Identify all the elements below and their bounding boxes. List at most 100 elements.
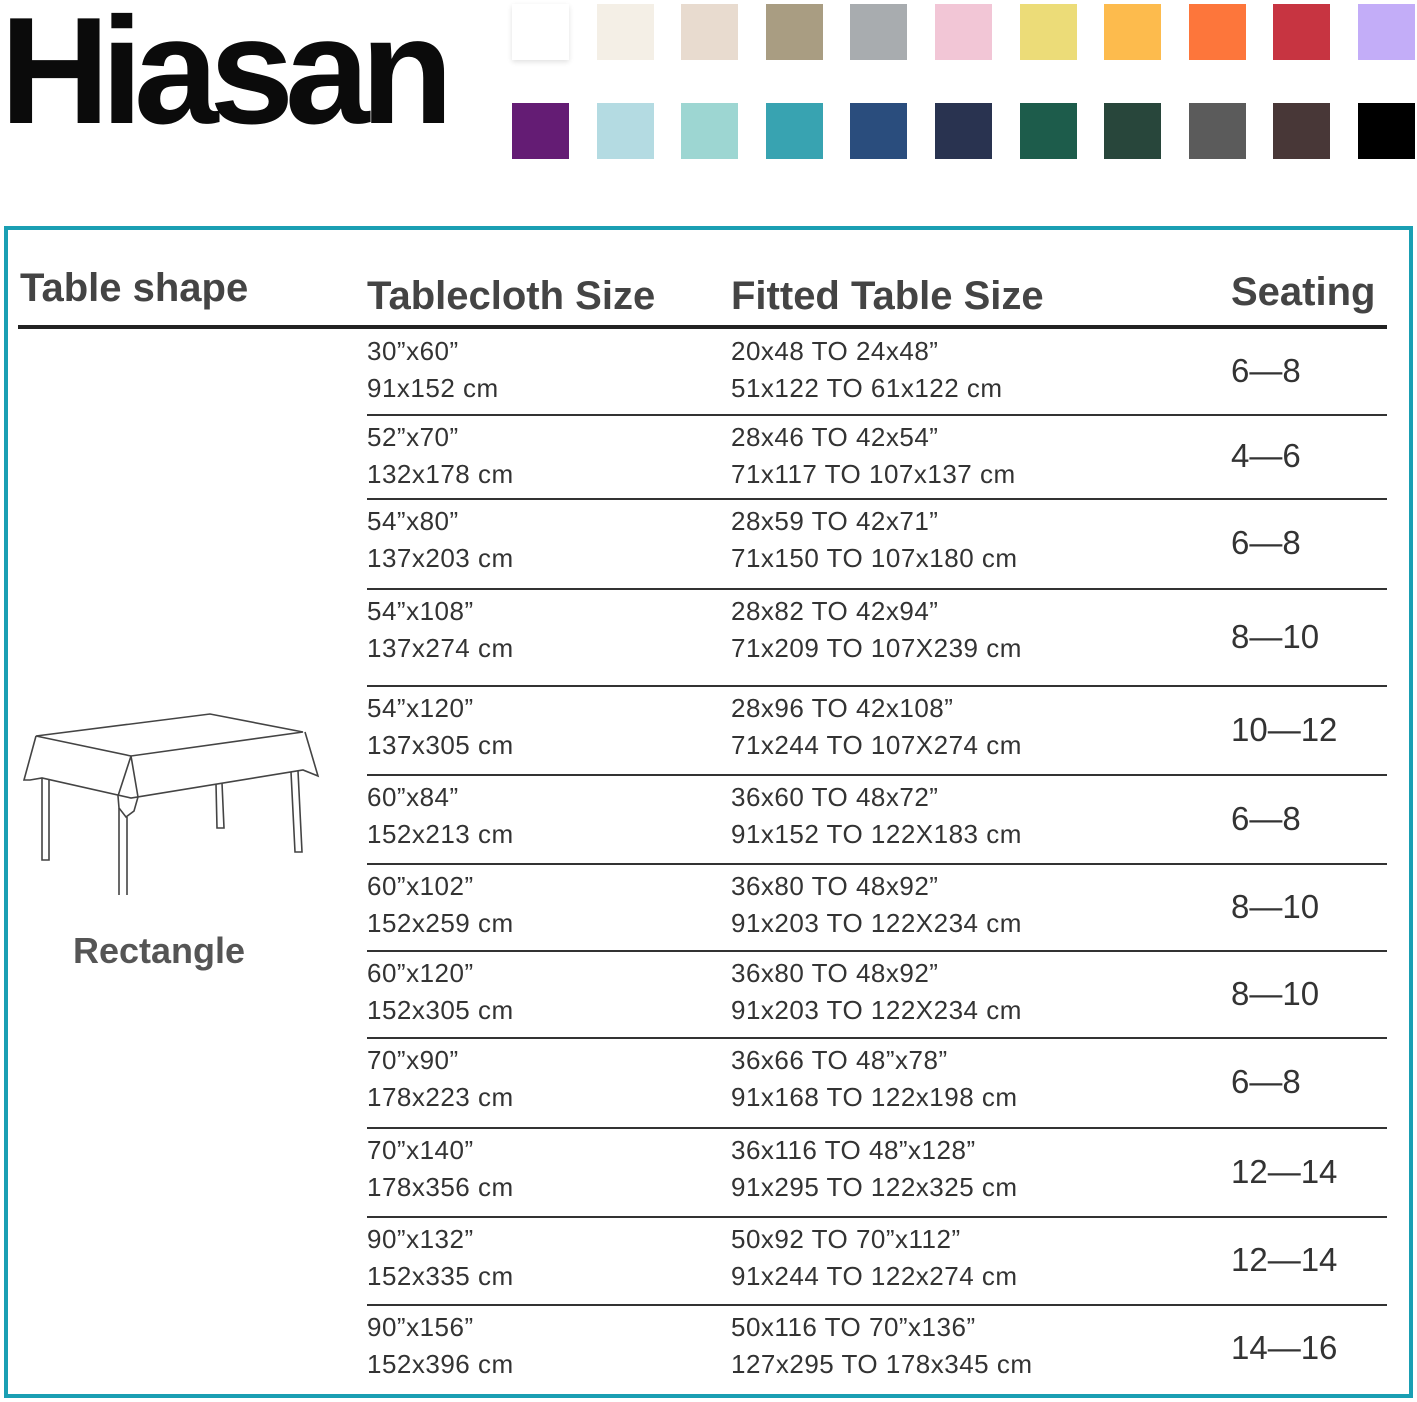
fitted-inches: 36x80 TO 48x92” xyxy=(731,958,939,988)
fitted-inches: 36x80 TO 48x92” xyxy=(731,871,939,901)
header-tablecloth-size: Tablecloth Size xyxy=(367,274,656,318)
seating-value: 10—12 xyxy=(1231,710,1338,748)
color-swatch[interactable] xyxy=(1358,4,1415,60)
fitted-inches: 28x46 TO 42x54” xyxy=(731,422,939,452)
fitted-cm: 51x122 TO 61x122 cm xyxy=(731,373,1003,403)
color-swatch[interactable] xyxy=(1019,4,1077,60)
table-row: 60”x102” 152x259 cm 36x80 TO 48x92” 91x2… xyxy=(0,864,1417,952)
tablecloth-inches: 60”x84” xyxy=(367,782,459,812)
table-row: 70”x140” 178x356 cm 36x116 TO 48”x128” 9… xyxy=(0,1128,1417,1218)
fitted-cm: 71x117 TO 107x137 cm xyxy=(731,459,1016,489)
color-swatch[interactable] xyxy=(935,4,992,60)
fitted-inches: 28x82 TO 42x94” xyxy=(731,596,939,626)
row-divider xyxy=(367,863,1387,865)
seating-value: 4—6 xyxy=(1231,437,1301,474)
header-divider xyxy=(18,325,1387,329)
tablecloth-inches: 90”x156” xyxy=(367,1312,474,1342)
row-divider xyxy=(367,498,1387,500)
fitted-inches: 28x59 TO 42x71” xyxy=(731,506,939,536)
color-swatch[interactable] xyxy=(512,4,569,60)
table-row: 54”x120” 137x305 cm 28x96 TO 42x108” 71x… xyxy=(0,686,1417,776)
rectangle-table-icon xyxy=(22,713,320,895)
table-row: 90”x156” 152x396 cm 50x116 TO 70”x136” 1… xyxy=(0,1305,1417,1392)
color-swatch[interactable] xyxy=(765,103,823,159)
seating-value: 8—10 xyxy=(1231,974,1320,1012)
seating-value: 14—16 xyxy=(1231,1328,1338,1366)
color-swatch[interactable] xyxy=(596,4,654,60)
fitted-inches: 20x48 TO 24x48” xyxy=(731,336,939,366)
tablecloth-cm: 178x356 cm xyxy=(367,1172,514,1202)
tablecloth-inches: 30”x60” xyxy=(367,336,459,366)
row-divider xyxy=(367,950,1387,952)
color-swatch[interactable] xyxy=(681,4,739,60)
color-swatch[interactable] xyxy=(1104,4,1162,60)
fitted-cm: 91x152 TO 122X183 cm xyxy=(731,819,1022,849)
row-divider xyxy=(367,1216,1387,1218)
tablecloth-cm: 132x178 cm xyxy=(367,459,514,489)
header-table-shape: Table shape xyxy=(20,266,249,310)
tablecloth-cm: 152x213 cm xyxy=(367,819,514,849)
tablecloth-cm: 152x259 cm xyxy=(367,908,514,938)
seating-value: 6—8 xyxy=(1231,352,1301,389)
row-divider xyxy=(367,685,1387,687)
table-row: 54”x108” 137x274 cm 28x82 TO 42x94” 71x2… xyxy=(0,589,1417,687)
table-row: 60”x84” 152x213 cm 36x60 TO 48x72” 91x15… xyxy=(0,775,1417,865)
table-row: 54”x80” 137x203 cm 28x59 TO 42x71” 71x15… xyxy=(0,499,1417,590)
row-divider xyxy=(367,1037,1387,1039)
fitted-inches: 50x92 TO 70”x112” xyxy=(731,1224,961,1254)
fitted-inches: 50x116 TO 70”x136” xyxy=(731,1312,976,1342)
tablecloth-cm: 178x223 cm xyxy=(367,1082,514,1112)
table-row: 60”x120” 152x305 cm 36x80 TO 48x92” 91x2… xyxy=(0,951,1417,1039)
shape-label: Rectangle xyxy=(73,930,246,971)
row-divider xyxy=(367,414,1387,416)
color-swatch[interactable] xyxy=(512,103,569,159)
color-swatch[interactable] xyxy=(1273,103,1331,159)
tablecloth-cm: 137x274 cm xyxy=(367,633,514,663)
seating-value: 6—8 xyxy=(1231,524,1301,561)
color-swatch[interactable] xyxy=(1104,103,1162,159)
seating-value: 8—10 xyxy=(1231,887,1320,925)
table-row: 70”x90” 178x223 cm 36x66 TO 48”x78” 91x1… xyxy=(0,1038,1417,1129)
color-swatch[interactable] xyxy=(1358,103,1415,159)
color-swatch[interactable] xyxy=(1019,103,1077,159)
tablecloth-cm: 91x152 cm xyxy=(367,373,499,403)
color-swatch[interactable] xyxy=(681,103,739,159)
color-swatch[interactable] xyxy=(850,4,908,60)
fitted-cm: 71x150 TO 107x180 cm xyxy=(731,543,1018,573)
color-swatch[interactable] xyxy=(850,103,908,159)
header-seating: Seating xyxy=(1231,270,1376,314)
color-swatch[interactable] xyxy=(596,103,654,159)
fitted-inches: 36x66 TO 48”x78” xyxy=(731,1045,948,1075)
tablecloth-inches: 70”x140” xyxy=(367,1135,474,1165)
fitted-cm: 71x209 TO 107X239 cm xyxy=(731,633,1022,663)
tablecloth-cm: 137x305 cm xyxy=(367,730,514,760)
seating-value: 8—10 xyxy=(1231,617,1320,655)
tablecloth-inches: 52”x70” xyxy=(367,422,459,452)
row-divider xyxy=(367,774,1387,776)
color-swatch[interactable] xyxy=(1188,103,1246,159)
tablecloth-cm: 152x305 cm xyxy=(367,995,514,1025)
brand-logo: Hiasan xyxy=(0,0,453,156)
tablecloth-inches: 70”x90” xyxy=(367,1045,459,1075)
color-swatch[interactable] xyxy=(1188,4,1246,60)
tablecloth-cm: 152x396 cm xyxy=(367,1349,514,1379)
row-divider xyxy=(367,1127,1387,1129)
tablecloth-inches: 90”x132” xyxy=(367,1224,474,1254)
seating-value: 12—14 xyxy=(1231,1241,1338,1278)
color-swatch[interactable] xyxy=(935,103,992,159)
fitted-inches: 36x116 TO 48”x128” xyxy=(731,1135,976,1165)
fitted-cm: 71x244 TO 107X274 cm xyxy=(731,730,1022,760)
table-row: 52”x70” 132x178 cm 28x46 TO 42x54” 71x11… xyxy=(0,415,1417,500)
size-chart-frame xyxy=(4,226,1413,1398)
color-swatch[interactable] xyxy=(765,4,823,60)
seating-value: 12—14 xyxy=(1231,1152,1338,1190)
fitted-cm: 127x295 TO 178x345 cm xyxy=(731,1349,1033,1379)
table-row: 90”x132” 152x335 cm 50x92 TO 70”x112” 91… xyxy=(0,1217,1417,1306)
color-swatch[interactable] xyxy=(1273,4,1331,60)
fitted-cm: 91x295 TO 122x325 cm xyxy=(731,1172,1018,1202)
fitted-cm: 91x168 TO 122x198 cm xyxy=(731,1082,1018,1112)
tablecloth-inches: 54”x80” xyxy=(367,506,459,536)
tablecloth-inches: 60”x120” xyxy=(367,958,474,988)
seating-value: 6—8 xyxy=(1231,799,1301,837)
fitted-cm: 91x244 TO 122x274 cm xyxy=(731,1261,1018,1291)
